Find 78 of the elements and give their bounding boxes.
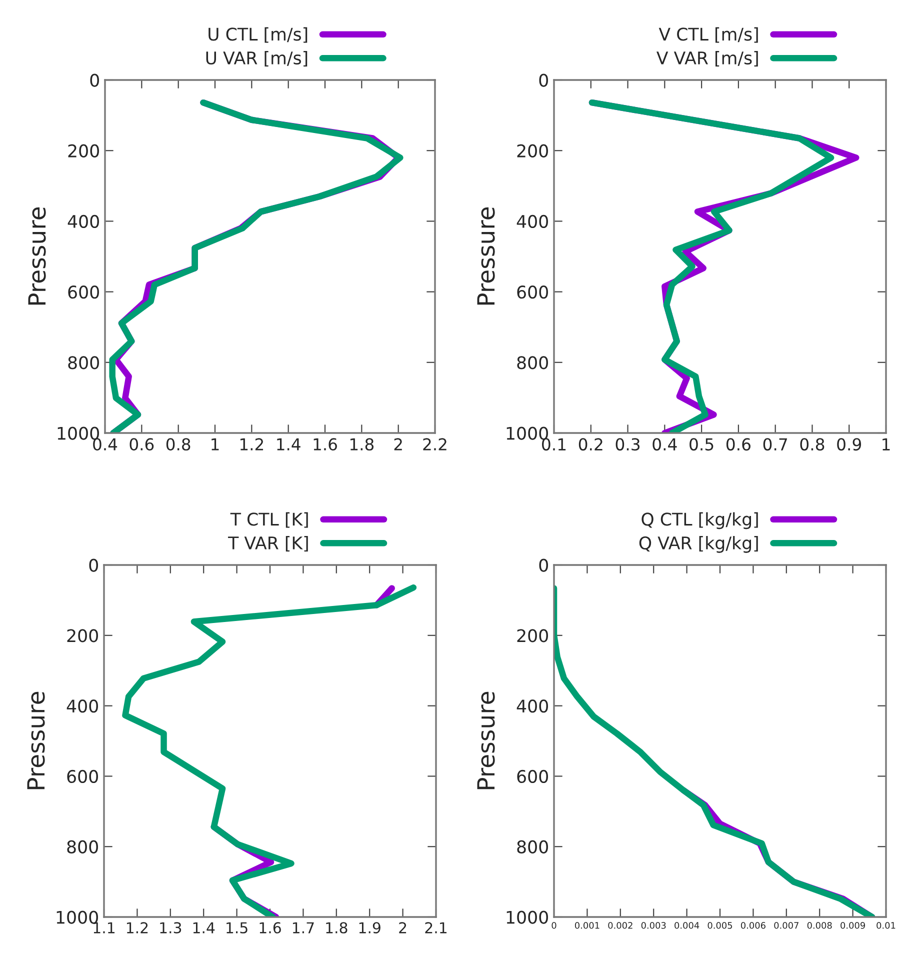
y-tick-label: 800 xyxy=(68,356,99,370)
y-tick-label: 0 xyxy=(89,558,98,572)
x-tick-label: 1.2 xyxy=(240,438,264,450)
x-tick-label: 0.3 xyxy=(616,438,640,451)
y-tick-label: 0 xyxy=(90,74,99,87)
y-tick-label: 0 xyxy=(539,558,548,572)
x-tick-label: 2.1 xyxy=(425,922,446,934)
x-tick-label: 0.4 xyxy=(652,438,677,451)
y-tick-label: 200 xyxy=(67,629,98,642)
y-tick-label: 400 xyxy=(68,214,99,228)
y-tick-label: 1000 xyxy=(58,426,99,440)
x-tick-label: 0.1 xyxy=(542,438,566,451)
y-tick-label: 200 xyxy=(517,144,548,158)
y-tick-label: 600 xyxy=(517,770,548,784)
x-tick-label: 1.6 xyxy=(260,922,281,934)
legend-label: T VAR [K] xyxy=(228,536,308,552)
x-tick-label: 1.4 xyxy=(193,922,215,934)
x-tick-label: 2 xyxy=(394,438,402,450)
y-tick-label: 1000 xyxy=(506,426,548,440)
x-tick-label: 0.5 xyxy=(690,438,714,451)
x-tick-label: 0.008 xyxy=(807,922,832,929)
y-tick-label: 400 xyxy=(516,700,548,713)
x-tick-label: 1 xyxy=(882,438,890,450)
x-tick-label: 1.7 xyxy=(292,922,314,934)
x-tick-label: 1.4 xyxy=(277,438,300,450)
x-tick-label: 0.6 xyxy=(726,438,750,451)
x-tick-label: 0.4 xyxy=(93,438,118,450)
x-tick-label: 1.3 xyxy=(160,922,182,934)
legend-label: U CTL [m/s] xyxy=(208,27,308,43)
x-tick-label: 0.2 xyxy=(578,438,602,451)
x-tick-label: 0.8 xyxy=(800,438,824,451)
x-tick-label: 0.6 xyxy=(130,438,154,450)
y-tick-label: 400 xyxy=(66,700,98,713)
y-axis-title: Pressure xyxy=(28,207,46,305)
y-tick-label: 600 xyxy=(67,770,98,784)
legend-label: Q VAR [kg/kg] xyxy=(639,536,758,553)
x-tick-label: 1.8 xyxy=(326,922,348,934)
legend-label: U VAR [m/s] xyxy=(206,51,308,67)
legend-label: V CTL [m/s] xyxy=(658,27,758,43)
y-axis-title: Pressure xyxy=(477,692,495,790)
x-tick-label: 0.003 xyxy=(641,922,666,929)
x-tick-label: 0.8 xyxy=(166,438,190,450)
y-tick-label: 200 xyxy=(68,144,99,158)
x-tick-label: 1 xyxy=(212,438,219,450)
x-tick-label: 0.006 xyxy=(740,922,766,929)
x-tick-label: 2 xyxy=(399,922,406,934)
legend-label: V VAR [m/s] xyxy=(656,51,758,67)
x-tick-label: 1.9 xyxy=(359,922,380,934)
legend-label: Q CTL [kg/kg] xyxy=(642,512,758,530)
x-tick-label: 1.6 xyxy=(314,438,337,450)
x-tick-label: 0.001 xyxy=(574,922,600,929)
y-tick-label: 800 xyxy=(517,840,548,854)
y-tick-label: 400 xyxy=(516,214,548,228)
x-tick-label: 0.7 xyxy=(763,438,787,451)
x-tick-label: 0.004 xyxy=(674,922,700,929)
x-tick-label: 0.01 xyxy=(876,922,896,929)
y-tick-label: 0 xyxy=(539,74,548,87)
y-axis-title: Pressure xyxy=(477,207,495,305)
x-tick-label: 1.1 xyxy=(94,922,114,934)
y-tick-label: 1000 xyxy=(506,910,548,924)
y-tick-label: 200 xyxy=(517,629,548,642)
y-tick-label: 800 xyxy=(517,356,548,370)
x-tick-label: 0 xyxy=(552,922,556,929)
legend-label: T CTL [K] xyxy=(230,512,308,528)
y-tick-label: 600 xyxy=(68,286,99,299)
x-tick-label: 0.005 xyxy=(708,922,732,929)
y-tick-label: 800 xyxy=(67,840,98,854)
x-tick-label: 0.009 xyxy=(840,922,865,929)
y-tick-label: 1000 xyxy=(56,910,98,924)
x-tick-label: 1.5 xyxy=(226,922,248,934)
x-tick-label: 2.2 xyxy=(423,438,446,450)
x-tick-label: 1.2 xyxy=(126,922,148,934)
y-axis-title: Pressure xyxy=(27,692,45,790)
x-tick-label: 1.8 xyxy=(350,438,374,450)
y-tick-label: 600 xyxy=(517,286,548,299)
x-tick-label: 0.002 xyxy=(608,922,632,929)
x-tick-label: 0.007 xyxy=(774,922,798,929)
x-tick-label: 0.9 xyxy=(837,438,862,451)
